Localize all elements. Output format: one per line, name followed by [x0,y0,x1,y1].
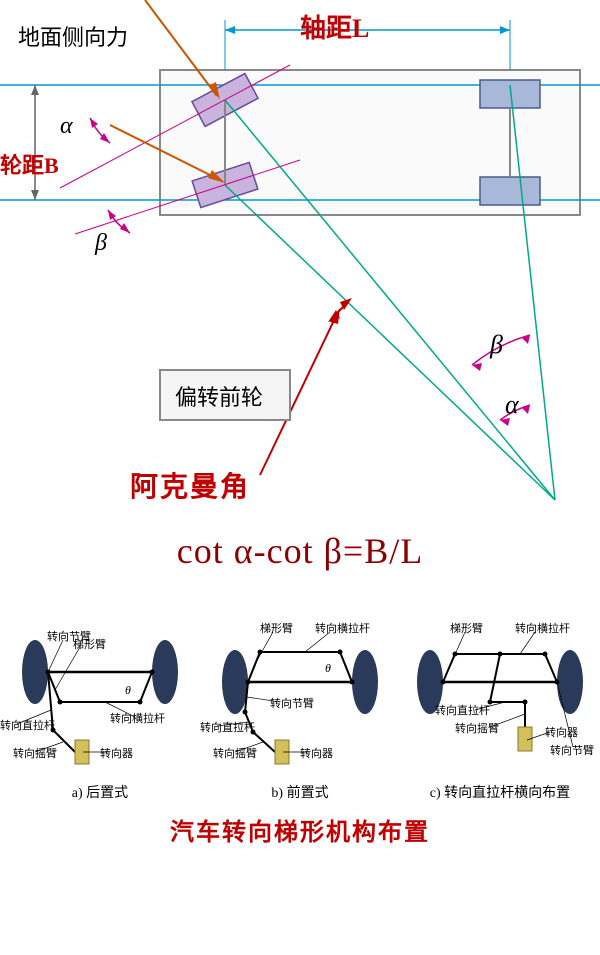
label-ackermann: 阿克曼角 [130,465,250,505]
steering-trapezoid-section: θ [0,602,600,867]
ackermann-geometry-diagram: 地面侧向力 轴距L 轮距B α β β α 偏转前轮 阿克曼角 [0,0,600,510]
rear-wheel-lower [480,177,540,205]
rear-wheel-upper [480,80,540,108]
lbl-b-draglink: 转向直拉杆 [200,719,255,735]
lbl-a-gear: 转向器 [100,745,133,761]
svg-text:θ: θ [125,683,131,697]
alpha-conv: α [505,390,519,420]
label-wheelbase: 轴距L [300,8,369,45]
sub-diagram-c: 梯形臂 转向横拉杆 转向直拉杆 转向摇臂 转向器 转向节臂 c) 转向直拉杆横向… [405,602,595,802]
top-svg [0,0,600,510]
lbl-c-tierod: 转向横拉杆 [515,620,570,636]
label-lateral-force: 地面侧向力 [18,20,128,52]
beta-front: β [95,230,107,257]
svg-text:θ: θ [325,661,331,675]
diagram-container: 地面侧向力 轴距L 轮距B α β β α 偏转前轮 阿克曼角 cot α-co… [0,0,600,867]
lbl-c-pitman: 转向摇臂 [455,720,499,736]
track-arrow-b [31,190,39,200]
sub-diagram-b: θ [205,602,395,802]
sub-label-b: b) 前置式 [205,782,395,802]
lbl-c-gear: 转向器 [545,724,578,740]
sub-label-a: a) 后置式 [5,782,195,802]
lbl-a-tierod: 转向横拉杆 [110,710,165,726]
lbl-b-knuckle: 转向节臂 [270,695,314,711]
lbl-a-trap: 梯形臂 [73,636,106,652]
ackermann-formula: cot α-cot β=B/L [0,510,600,602]
lbl-c-trap: 梯形臂 [450,620,483,636]
bottom-caption: 汽车转向梯形机构布置 [0,802,600,867]
sub-label-c: c) 转向直拉杆横向布置 [405,782,595,802]
wheelbase-arrow-l [225,26,235,34]
label-turn-front: 偏转前轮 [175,380,263,412]
track-arrow-t [31,85,39,95]
geom-line-lower [225,185,555,500]
lbl-b-trap: 梯形臂 [260,620,293,636]
sub-diagrams-row: θ [0,602,600,802]
lbl-b-tierod: 转向横拉杆 [315,620,370,636]
beta-conv: β [490,330,503,360]
label-trackwidth: 轮距B [0,148,59,180]
lbl-b-gear: 转向器 [300,745,333,761]
alpha-front: α [60,113,73,140]
wheelbase-arrow-r [500,26,510,34]
lbl-a-draglink: 转向直拉杆 [0,717,55,733]
lbl-a-pitman: 转向摇臂 [13,745,57,761]
lbl-c-draglink: 转向直拉杆 [435,702,490,718]
lbl-b-pitman: 转向摇臂 [213,745,257,761]
lbl-c-knuckle: 转向节臂 [550,742,594,758]
sub-diagram-a: θ [5,602,195,802]
